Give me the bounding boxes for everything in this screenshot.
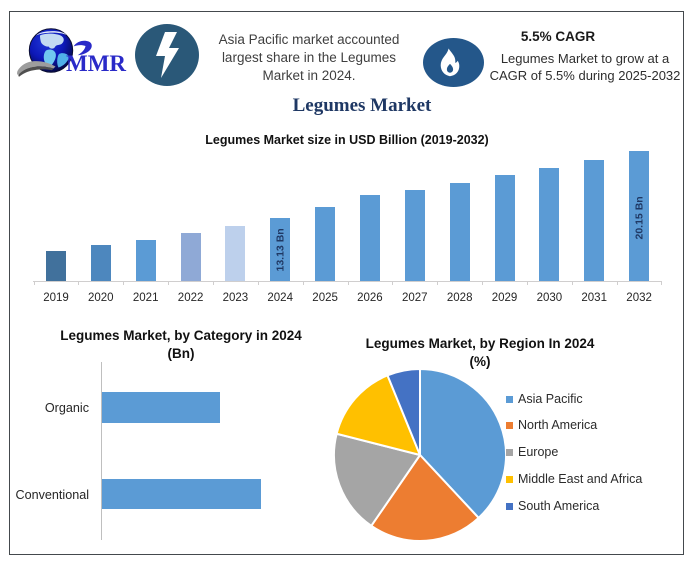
svg-text:MMR: MMR [66, 51, 126, 76]
